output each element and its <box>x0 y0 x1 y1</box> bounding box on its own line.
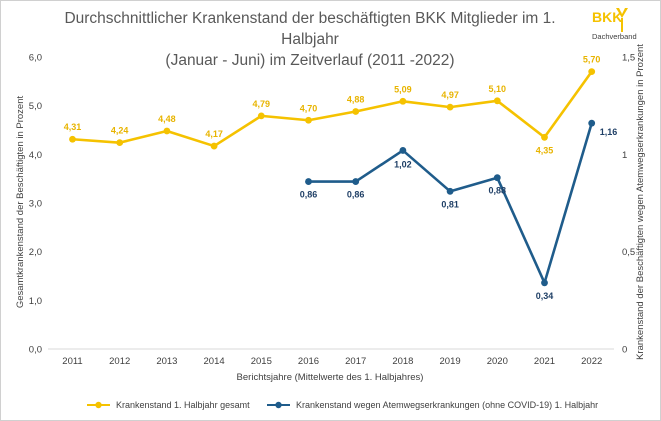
legend-label-2: Krankenstand wegen Atemwegserkrankungen … <box>296 400 598 410</box>
y-tick-right: 0,5 <box>622 247 635 258</box>
data-point <box>257 112 265 120</box>
x-tick: 2022 <box>581 356 602 367</box>
x-tick: 2014 <box>204 356 225 367</box>
chart-title-line-1: Durchschnittlicher Krankenstand der besc… <box>64 10 556 48</box>
legend-marker-2 <box>275 401 282 409</box>
data-label: 0,86 <box>300 190 318 200</box>
data-label: 0,34 <box>536 291 554 301</box>
data-label: 4,31 <box>64 122 82 132</box>
data-label: 4,35 <box>536 145 554 155</box>
data-label: 4,88 <box>347 95 365 105</box>
y-tick-left: 6,0 <box>29 53 42 64</box>
data-point <box>588 68 596 75</box>
data-labels-group: 4,31 4,24 4,48 4,17 4,79 4,70 4,88 5,09 4,97 5,10… <box>64 55 617 301</box>
y-axis-right-label: Krankenstand der Beschäftigten wegen Ate… <box>635 44 646 360</box>
x-tick: 2017 <box>345 356 366 367</box>
data-label: 0,86 <box>347 190 365 200</box>
data-point <box>352 108 360 115</box>
data-point <box>210 142 218 150</box>
data-point <box>116 139 124 147</box>
bkk-logo-icon: BKK <box>592 8 628 32</box>
data-label: 0,88 <box>489 186 507 196</box>
data-point <box>305 116 312 124</box>
x-tick: 2013 <box>156 356 177 367</box>
x-tick: 2016 <box>298 356 319 367</box>
data-label: 4,17 <box>205 129 223 139</box>
data-point <box>352 178 360 185</box>
x-axis-label: Berichtsjahre (Mittelwerte des 1. Halbja… <box>237 372 424 383</box>
logo-mark: BKK <box>592 9 622 25</box>
data-label: 5,09 <box>394 84 412 94</box>
legend-marker-1 <box>95 401 102 409</box>
legend-label-1: Krankenstand 1. Halbjahr gesamt <box>116 400 250 410</box>
data-label: 4,48 <box>158 114 176 124</box>
bkk-logo: BKK Dachverband <box>592 6 654 46</box>
y-tick-left: 5,0 <box>29 101 42 112</box>
data-label: 1,16 <box>600 127 618 137</box>
data-label: 5,70 <box>583 55 601 65</box>
y-axis-left-label: Gesamtkrankenstand der Beschäftigten in … <box>15 96 26 309</box>
data-point <box>69 135 76 143</box>
y-tick-left: 0,0 <box>29 345 42 356</box>
y-axis-left: 0,0 1,0 2,0 3,0 4,0 5,0 6,0 <box>29 53 42 356</box>
y-tick-left: 3,0 <box>29 199 42 210</box>
data-point <box>588 119 596 127</box>
x-tick: 2011 <box>62 356 82 367</box>
data-point <box>305 178 312 185</box>
data-point <box>163 127 171 135</box>
data-point <box>541 279 548 287</box>
data-point <box>493 97 501 105</box>
chart-title-line-2: (Januar - Juni) im Zeitverlauf (2011 -20… <box>165 52 455 69</box>
x-tick: 2018 <box>392 356 413 367</box>
data-label: 0,81 <box>441 199 459 209</box>
x-tick: 2012 <box>109 356 130 367</box>
series-group <box>69 68 596 287</box>
y-tick-right: 1,5 <box>622 53 635 64</box>
x-tick: 2020 <box>487 356 508 367</box>
data-label: 4,24 <box>111 126 129 136</box>
data-label: 5,10 <box>489 84 507 94</box>
data-point <box>446 187 454 195</box>
series-line-1 <box>72 70 593 148</box>
x-tick: 2019 <box>440 356 461 367</box>
chart-title: Durchschnittlicher Krankenstand der besc… <box>40 8 580 71</box>
x-tick: 2015 <box>251 356 272 367</box>
data-point <box>541 133 548 141</box>
data-label: 4,79 <box>253 99 271 109</box>
data-point <box>399 147 407 154</box>
data-point <box>446 103 454 111</box>
data-label: 1,02 <box>394 159 412 169</box>
y-tick-left: 4,0 <box>29 150 42 161</box>
y-tick-left: 1,0 <box>29 296 42 307</box>
logo-subtext: Dachverband <box>592 32 637 41</box>
data-label: 4,97 <box>441 90 459 100</box>
legend: Krankenstand 1. Halbjahr gesamt Krankens… <box>87 400 598 410</box>
x-axis: 2011 2012 2013 2014 2015 2016 2017 2018 2019 2020… <box>62 356 602 367</box>
y-tick-left: 2,0 <box>29 247 42 258</box>
x-tick: 2021 <box>534 356 555 367</box>
data-label: 4,70 <box>300 103 318 113</box>
y-tick-right: 0 <box>622 345 627 356</box>
data-point <box>399 97 407 105</box>
y-axis-right: 0 0,5 1 1,5 <box>622 53 635 356</box>
data-point <box>493 174 501 182</box>
y-tick-right: 1 <box>622 150 627 161</box>
